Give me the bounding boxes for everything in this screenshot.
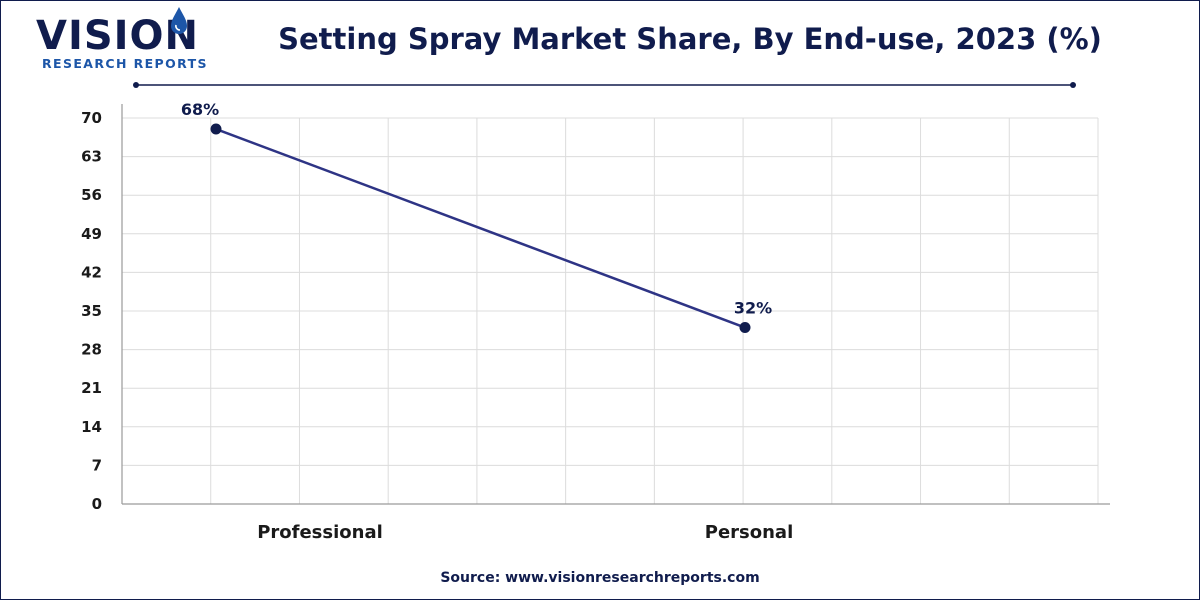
- y-tick-label: 28: [81, 341, 102, 359]
- y-tick-label: 21: [81, 379, 102, 397]
- y-tick-label: 14: [81, 418, 102, 436]
- data-point: [739, 322, 751, 334]
- y-tick-label: 63: [81, 148, 102, 166]
- title-divider: [133, 82, 1076, 88]
- series-line: [215, 127, 746, 329]
- data-label: 68%: [181, 100, 219, 119]
- y-tick-label: 35: [81, 302, 102, 320]
- x-tick-label: Personal: [705, 522, 794, 543]
- data-point: [210, 123, 222, 135]
- x-tick-label: Professional: [257, 522, 383, 543]
- y-tick-label: 0: [92, 495, 102, 513]
- source-note: Source: www.visionresearchreports.com: [440, 570, 760, 586]
- brand-logo: VISION RESEARCH REPORTS: [36, 7, 208, 74]
- y-tick-label: 70: [81, 109, 102, 127]
- water-drop-icon: [171, 7, 187, 34]
- y-tick-label: 42: [81, 263, 102, 281]
- y-tick-label: 49: [81, 225, 102, 243]
- data-label: 32%: [734, 299, 772, 318]
- brand-name: VISION: [36, 13, 200, 59]
- y-tick-label: 7: [92, 456, 102, 474]
- y-tick-label: 56: [81, 186, 102, 204]
- brand-subtitle: RESEARCH REPORTS: [42, 56, 208, 71]
- chart-title: Setting Spray Market Share, By End-use, …: [278, 22, 1102, 56]
